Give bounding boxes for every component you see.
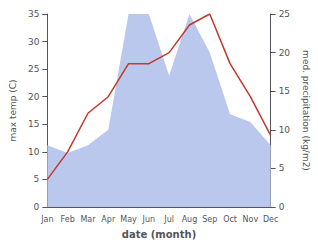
svg-text:10: 10 xyxy=(279,125,291,135)
svg-text:35: 35 xyxy=(28,9,39,19)
svg-text:max temp (C): max temp (C) xyxy=(8,79,18,141)
svg-text:Jun: Jun xyxy=(142,215,156,224)
svg-text:Apr: Apr xyxy=(101,215,116,224)
svg-text:Feb: Feb xyxy=(61,215,75,224)
svg-text:5: 5 xyxy=(279,163,285,173)
svg-text:10: 10 xyxy=(28,147,40,157)
svg-text:Nov: Nov xyxy=(243,215,259,224)
svg-text:20: 20 xyxy=(279,48,291,58)
svg-text:Sep: Sep xyxy=(202,215,217,224)
svg-text:25: 25 xyxy=(279,9,290,19)
svg-text:0: 0 xyxy=(279,202,285,212)
svg-text:Oct: Oct xyxy=(223,215,237,224)
svg-text:med. precipitation (kg/m2): med. precipitation (kg/m2) xyxy=(301,50,311,171)
svg-text:Aug: Aug xyxy=(182,215,198,224)
svg-text:5: 5 xyxy=(34,174,40,184)
svg-text:Dec: Dec xyxy=(263,215,278,224)
svg-text:May: May xyxy=(120,215,137,224)
svg-text:20: 20 xyxy=(28,92,40,102)
svg-text:Jan: Jan xyxy=(40,215,53,224)
svg-text:15: 15 xyxy=(279,86,290,96)
svg-text:30: 30 xyxy=(28,37,40,47)
svg-text:15: 15 xyxy=(28,119,39,129)
svg-text:date (month): date (month) xyxy=(122,229,196,240)
svg-text:Mar: Mar xyxy=(80,215,96,224)
svg-text:25: 25 xyxy=(28,64,39,74)
svg-text:0: 0 xyxy=(34,202,40,212)
svg-text:Jul: Jul xyxy=(163,215,174,224)
